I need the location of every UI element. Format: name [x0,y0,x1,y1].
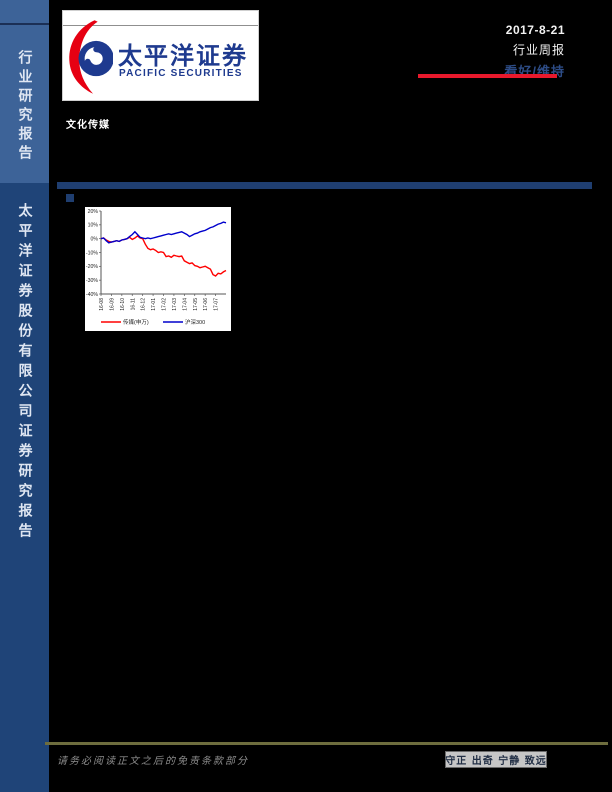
sidebar-bottom-section: 太平洋证券股份有限公司证券研究报告 [0,183,49,792]
legend-label: 沪深300 [185,318,205,326]
x-tick-label: 16-12 [141,298,147,311]
logo-english-name: PACIFIC SECURITIES [119,68,243,79]
sidebar-divider-line [0,23,49,25]
company-logo-box: 太平洋证券 PACIFIC SECURITIES [62,10,259,101]
x-tick-label: 17-06 [203,298,209,311]
footer-disclaimer: 请务必阅读正文之后的免责条款部分 [57,756,249,767]
series-line [100,235,227,277]
y-tick-label: -30% [86,278,98,284]
report-type: 行业周报 [512,43,565,57]
x-tick-label: 16-09 [109,298,115,311]
report-date: 2017-8-21 [505,23,565,37]
section-bullet-square [66,194,74,202]
legend-label: 传媒(申万) [123,318,149,326]
sidebar-top-section: 行业研究报告 [0,0,49,183]
logo-chinese-name: 太平洋证券 [118,43,248,70]
x-tick-label: 17-01 [151,298,157,311]
pacific-securities-logo-icon [69,20,113,94]
series-line [100,221,227,244]
trend-chart-svg: 20% 10% 0% -10% -20% -30% -40%16-08 16-09 16-10 1… [86,209,227,326]
x-tick-label: 16-11 [130,298,136,311]
footer-slogan: 守正 出奇 宁静 致远 [445,751,547,768]
logo-box-rule [63,25,258,26]
report-meta-block: 2017-8-21 行业周报 看好/维持 [504,23,565,80]
industry-label: 文化传媒 [66,120,110,131]
x-tick-label: 17-04 [182,298,188,311]
y-tick-label: 10% [88,223,99,229]
y-tick-label: 20% [88,209,99,215]
x-tick-label: 16-10 [120,298,126,311]
y-tick-label: -20% [86,264,98,270]
y-tick-label: 0% [91,236,99,242]
performance-chart: 20% 10% 0% -10% -20% -30% -40% 16-08 16-09 16-10 1… [85,207,231,331]
y-tick-label: -40% [86,292,98,298]
y-tick-label: -10% [86,250,98,256]
x-tick-label: 17-03 [172,298,178,311]
x-tick-label: 16-08 [99,298,105,311]
sidebar-top-label: 行业研究报告 [16,50,33,164]
sidebar-bottom-label: 太平洋证券股份有限公司证券研究报告 [16,203,33,543]
x-tick-label: 17-07 [214,298,220,311]
footer-divider-line [45,742,608,745]
section-divider-bar [57,182,592,189]
rating-underline [418,74,557,78]
x-tick-label: 17-02 [162,298,168,311]
x-tick-label: 17-05 [193,298,199,311]
